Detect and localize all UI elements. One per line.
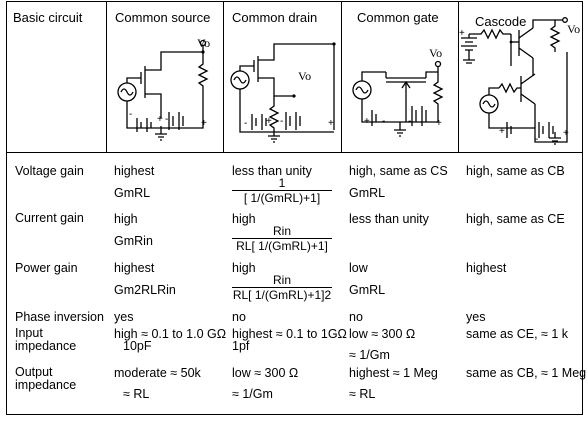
power-gain-cs: highest — [114, 261, 155, 275]
voltage-gain-cg: high, same as CS — [349, 164, 448, 178]
row-label-phase-inversion: Phase inversion — [15, 310, 104, 324]
output-impedance-cs: moderate ≈ 50k — [114, 366, 201, 380]
vo-label-cs: Vo — [197, 36, 211, 50]
voltage-gain-cs-formula: GmRL — [114, 186, 151, 200]
voltage-gain-cascode: high, same as CB — [466, 164, 565, 178]
cascode-schematic: + + - + — [459, 17, 569, 145]
row-label-output-impedance: Output impedance — [15, 365, 77, 392]
output-impedance-cd-formula: ≈ 1/Gm — [232, 387, 273, 401]
svg-text:+: + — [201, 118, 207, 129]
common-gate-schematic: + - - + — [352, 60, 444, 137]
input-impedance-cs-capacitance: 10pF — [123, 339, 152, 353]
svg-text:+: + — [459, 28, 465, 39]
output-impedance-cg-formula: ≈ RL — [349, 387, 376, 401]
phase-inversion-cg: no — [349, 310, 363, 324]
column-divider — [106, 2, 107, 152]
voltage-gain-cd-fraction: 1 [ 1/(GmRL)+1] — [232, 177, 332, 205]
vo-label-cascode: Vo — [567, 22, 581, 36]
header-common-gate: Common gate — [357, 10, 439, 25]
row-divider — [7, 152, 582, 153]
current-gain-cd-fraction: Rin RL[ 1/(GmRL)+1] — [232, 225, 332, 253]
svg-text:+: + — [328, 118, 334, 129]
common-source-schematic: - + - + — [117, 39, 209, 141]
input-impedance-cg-formula: ≈ 1/Gm — [349, 348, 390, 362]
voltage-gain-cg-formula: GmRL — [349, 186, 386, 200]
current-gain-cd: high — [232, 212, 256, 226]
comparison-table: Basic circuit Common source Common drain… — [6, 1, 587, 415]
common-drain-schematic: - + - + — [230, 42, 336, 143]
svg-text:-: - — [280, 116, 283, 127]
input-impedance-cascode: same as CE, ≈ 1 k — [466, 327, 569, 341]
row-label-current-gain: Current gain — [15, 211, 84, 225]
svg-text:+: + — [499, 126, 505, 137]
voltage-gain-cd: less than unity — [232, 164, 312, 178]
power-gain-cg-formula: GmRL — [349, 283, 386, 297]
svg-text:+: + — [364, 116, 370, 127]
input-impedance-cd: highest ≈ 0.1 to 1GΩ — [232, 327, 347, 341]
vo-label-cg: Vo — [429, 46, 443, 60]
output-impedance-cd: low ≈ 300 Ω — [232, 366, 299, 380]
current-gain-cs: high — [114, 212, 138, 226]
svg-text:-: - — [165, 114, 168, 125]
header-basic-circuit: Basic circuit — [13, 10, 83, 25]
current-gain-cascode: high, same as CE — [466, 212, 565, 226]
column-divider — [341, 2, 342, 152]
vo-label-cd: Vo — [298, 69, 312, 83]
current-gain-cs-formula: GmRin — [114, 234, 153, 248]
phase-inversion-cs: yes — [114, 310, 134, 324]
svg-text:+: + — [157, 114, 163, 125]
svg-text:-: - — [382, 116, 385, 127]
current-gain-cg: less than unity — [349, 212, 429, 226]
voltage-gain-cs: highest — [114, 164, 155, 178]
svg-text:+: + — [266, 116, 272, 127]
row-label-input-impedance: Input impedance — [15, 326, 77, 353]
power-gain-cd-fraction: Rin RL[ 1/(GmRL)+1]2 — [232, 273, 332, 302]
input-impedance-cs: high ≈ 0.1 to 1.0 GΩ — [114, 327, 227, 341]
output-impedance-cg: highest ≈ 1 Meg — [349, 366, 438, 380]
svg-text:+: + — [563, 128, 569, 139]
power-gain-cs-formula: Gm2RLRin — [114, 283, 176, 297]
row-label-power-gain: Power gain — [15, 261, 78, 275]
header-common-drain: Common drain — [232, 10, 318, 25]
power-gain-cg: low — [349, 261, 368, 275]
output-impedance-cascode: same as CB, ≈ 1 Meg — [466, 366, 587, 380]
header-common-source: Common source — [115, 10, 211, 25]
svg-text:-: - — [535, 134, 538, 145]
input-impedance-cg: low ≈ 300 Ω — [349, 327, 416, 341]
svg-text:-: - — [244, 118, 247, 129]
phase-inversion-cascode: yes — [466, 310, 486, 324]
column-divider — [458, 2, 459, 152]
output-impedance-cs-formula: ≈ RL — [123, 387, 150, 401]
svg-text:+: + — [436, 118, 442, 129]
power-gain-cascode: highest — [466, 261, 507, 275]
svg-text:-: - — [129, 109, 132, 120]
svg-text:-: - — [408, 116, 411, 127]
header-cascode: Cascode — [475, 14, 527, 29]
phase-inversion-cd: no — [232, 310, 246, 324]
column-divider — [223, 2, 224, 152]
input-impedance-cd-capacitance: 1pf — [232, 339, 250, 353]
power-gain-cd: high — [232, 261, 256, 275]
row-label-voltage-gain: Voltage gain — [15, 164, 84, 178]
